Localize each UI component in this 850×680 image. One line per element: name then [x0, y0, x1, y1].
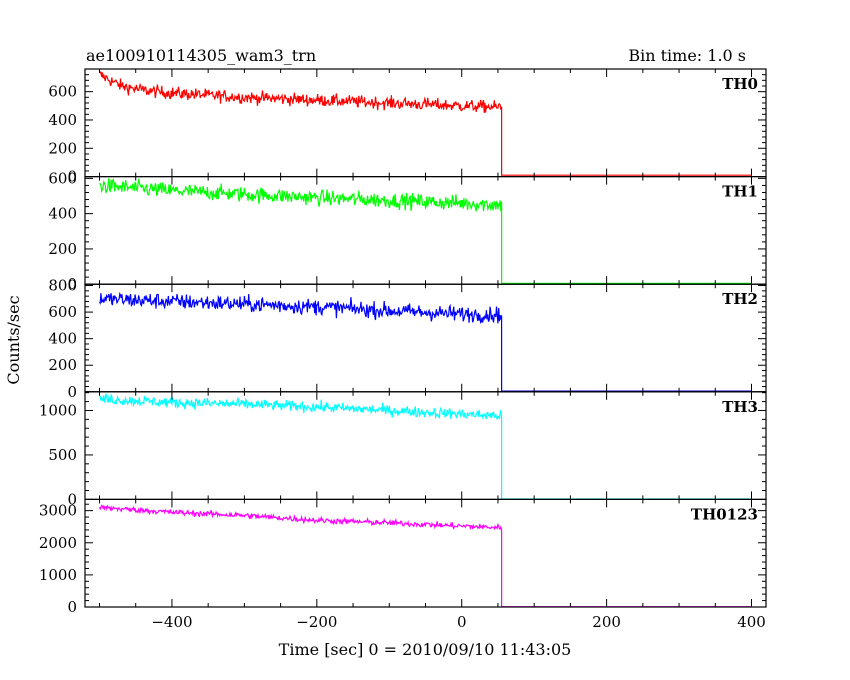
y-tick-label: 0 [67, 490, 77, 508]
x-tick-label: 200 [592, 613, 621, 631]
y-tick-label: 600 [48, 83, 77, 101]
y-tick-label: 200 [48, 139, 77, 157]
panel-frame [84, 391, 767, 500]
y-tick-label: 0 [67, 598, 77, 616]
panel-label-th0123: TH0123 [691, 505, 758, 523]
y-tick-label: 600 [48, 169, 77, 187]
x-axis-label: Time [sec] 0 = 2010/09/10 11:43:05 [279, 640, 572, 659]
panel-label-th2: TH2 [722, 290, 758, 308]
series-line-th0 [98, 70, 752, 176]
y-tick-label: 400 [48, 205, 77, 223]
x-tick-label: −400 [151, 613, 192, 631]
y-tick-label: 200 [48, 240, 77, 258]
x-tick-label: 0 [457, 613, 467, 631]
series-line-th1 [99, 178, 752, 284]
panel-th3: 0 500 1000 TH3 [39, 391, 767, 508]
panel-th2: 0 200 400 600 800 TH2 [48, 277, 767, 401]
series-line-th3 [99, 393, 752, 500]
panel-frame [84, 498, 767, 608]
y-tick-label: 800 [48, 277, 77, 295]
panel-frame [84, 176, 767, 285]
y-tick-label: 600 [48, 303, 77, 321]
panels-group: 0 200 400 600 TH0 0 200 400 600 TH1 0 200 400 600 800 T… [39, 68, 767, 631]
y-tick-label: 0 [67, 168, 77, 186]
panel-th0: 0 200 400 600 TH0 [48, 68, 767, 186]
panel-label-th0: TH0 [722, 75, 758, 93]
x-tick-label: 400 [737, 613, 766, 631]
y-axis-label: Counts/sec [4, 295, 23, 384]
chart-title: ae100910114305_wam3_trn [86, 46, 316, 65]
y-tick-label: 200 [48, 356, 77, 374]
y-tick-label: 0 [67, 383, 77, 401]
bin-time-label: Bin time: 1.0 s [628, 46, 746, 65]
y-tick-label: 400 [48, 111, 77, 129]
y-tick-label: 0 [67, 275, 77, 293]
y-tick-label: 1000 [39, 566, 77, 584]
y-tick-label: 400 [48, 330, 77, 348]
series-line-th2 [99, 291, 752, 392]
x-tick-label: −200 [296, 613, 337, 631]
y-tick-label: 500 [48, 446, 77, 464]
y-tick-label: 1000 [39, 401, 77, 419]
y-tick-label: 2000 [39, 534, 77, 552]
panel-frame [84, 68, 767, 178]
panel-th0123: 0 1000 2000 3000 TH0123 [39, 498, 767, 616]
panel-label-th3: TH3 [722, 398, 758, 416]
series-line-th0123 [98, 504, 752, 608]
y-tick-label: 3000 [39, 502, 77, 520]
panel-th1: 0 200 400 600 TH1 [48, 169, 767, 293]
panel-label-th1: TH1 [722, 183, 758, 201]
